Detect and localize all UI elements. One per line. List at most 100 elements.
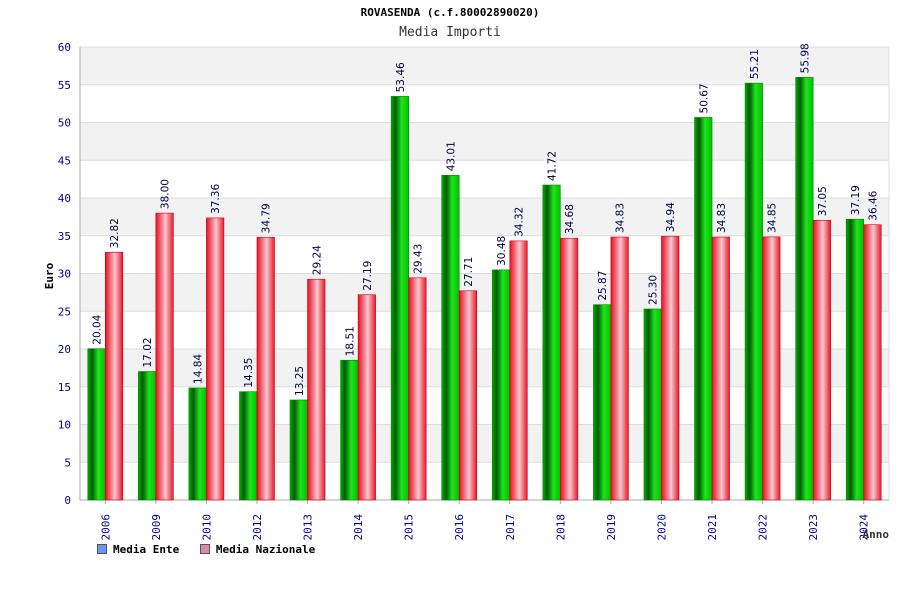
y-tick-label: 30 <box>58 268 71 281</box>
data-label: 14.84 <box>193 354 205 384</box>
bar-media-ente-2021 <box>694 117 713 501</box>
data-label: 18.51 <box>344 326 356 356</box>
x-tick-label: 2006 <box>99 514 112 541</box>
data-label: 55.21 <box>749 49 761 79</box>
x-tick-label: 2019 <box>605 514 618 541</box>
data-label: 37.36 <box>210 184 222 214</box>
bar-media-ente-2022 <box>744 82 763 501</box>
x-tick-label: 2023 <box>807 514 820 541</box>
bar-media-ente-2024 <box>845 218 865 501</box>
bar-media-nazionale-2006 <box>104 251 124 501</box>
data-label: 13.25 <box>294 366 306 396</box>
y-tick-label: 5 <box>64 456 71 469</box>
grid-band <box>80 47 889 85</box>
data-label: 36.46 <box>867 190 879 220</box>
x-tick-label: 2018 <box>554 514 567 541</box>
bar-media-ente-2020 <box>643 308 662 501</box>
data-label: 34.83 <box>615 203 627 233</box>
bar-media-nazionale-2019 <box>610 236 629 501</box>
bar-media-ente-2023 <box>795 77 814 501</box>
data-label: 34.32 <box>514 207 526 237</box>
data-label: 34.83 <box>716 203 728 233</box>
data-label: 29.24 <box>311 245 323 275</box>
data-label: 17.02 <box>142 337 154 367</box>
data-label: 30.48 <box>496 236 508 266</box>
x-tick-label: 2013 <box>302 514 315 541</box>
chart-title: ROVASENDA (c.f.80002890020) <box>360 6 540 19</box>
data-label: 27.19 <box>362 261 374 291</box>
bar-media-nazionale-2022 <box>762 236 781 501</box>
bar-media-nazionale-2018 <box>560 237 579 501</box>
x-tick-label: 2021 <box>706 514 719 541</box>
bar-media-ente-2016 <box>441 174 460 501</box>
y-tick-label: 10 <box>58 419 71 432</box>
bar-media-nazionale-2015 <box>408 277 427 501</box>
bar-media-nazionale-2009 <box>155 212 174 501</box>
data-label: 32.82 <box>109 218 121 248</box>
bar-media-nazionale-2016 <box>458 290 478 501</box>
bar-media-ente-2010 <box>188 387 207 501</box>
bar-media-nazionale-2014 <box>357 294 376 501</box>
bar-media-nazionale-2021 <box>711 236 730 501</box>
y-tick-label: 20 <box>58 343 71 356</box>
legend: Media Ente Media Nazionale <box>97 543 329 556</box>
data-label: 37.05 <box>817 186 829 216</box>
y-tick-label: 25 <box>58 305 71 318</box>
data-label: 37.19 <box>850 185 862 215</box>
x-tick-label: 2015 <box>403 514 416 541</box>
y-tick-label: 55 <box>58 79 71 92</box>
x-tick-label: 2020 <box>655 514 668 541</box>
data-label: 34.94 <box>665 202 677 232</box>
bar-media-ente-2006 <box>87 348 106 501</box>
data-label: 55.98 <box>799 43 811 73</box>
data-label: 34.68 <box>564 204 576 234</box>
legend-label: Media Ente <box>113 543 180 556</box>
legend-item-media-ente: Media Ente <box>97 543 179 556</box>
data-label: 34.79 <box>261 203 273 233</box>
bar-media-nazionale-2024 <box>863 224 882 501</box>
chart-subtitle: Media Importi <box>399 25 501 40</box>
y-tick-label: 45 <box>58 154 71 167</box>
x-tick-label: 2016 <box>453 514 466 541</box>
bar-media-ente-2015 <box>390 96 409 501</box>
data-label: 20.04 <box>92 314 104 344</box>
data-label: 14.35 <box>243 358 255 388</box>
legend-label: Media Nazionale <box>215 543 316 556</box>
data-label: 25.30 <box>648 275 660 305</box>
y-tick-label: 40 <box>58 192 71 205</box>
data-label: 25.87 <box>597 271 609 301</box>
y-tick-label: 35 <box>58 230 71 243</box>
y-axis-label: Euro <box>43 262 56 289</box>
bar-media-ente-2017 <box>491 269 511 501</box>
y-tick-label: 0 <box>64 494 71 507</box>
legend-swatch-media-ente <box>97 544 107 554</box>
x-tick-label: 2010 <box>200 514 213 541</box>
data-label: 34.85 <box>766 203 778 233</box>
bar-media-nazionale-2017 <box>509 240 528 501</box>
x-tick-label: 2009 <box>150 514 163 541</box>
bar-media-ente-2018 <box>542 184 561 501</box>
bar-media-nazionale-2020 <box>661 235 680 501</box>
bar-media-nazionale-2012 <box>256 237 275 501</box>
bar-media-ente-2014 <box>340 359 359 501</box>
y-tick-label: 50 <box>58 117 71 130</box>
x-tick-label: 2012 <box>251 514 264 541</box>
bar-media-ente-2019 <box>593 304 612 501</box>
legend-item-media-nazionale: Media Nazionale <box>199 543 316 556</box>
bar-media-nazionale-2010 <box>206 217 225 501</box>
data-label: 41.72 <box>547 151 559 181</box>
data-label: 38.00 <box>160 179 172 209</box>
legend-swatch-media-nazionale <box>199 544 210 554</box>
y-tick-label: 15 <box>58 381 71 394</box>
bar-media-ente-2009 <box>138 371 157 501</box>
x-tick-label: 2022 <box>757 514 770 541</box>
x-tick-label: 2024 <box>858 514 871 541</box>
bar-media-ente-2013 <box>289 399 308 501</box>
bar-media-nazionale-2023 <box>812 219 831 501</box>
data-label: 29.43 <box>412 244 424 274</box>
x-tick-label: 2014 <box>352 514 365 541</box>
bar-media-nazionale-2013 <box>307 278 326 501</box>
x-tick-label: 2017 <box>504 514 517 541</box>
x-axis-label: Anno <box>863 528 890 541</box>
